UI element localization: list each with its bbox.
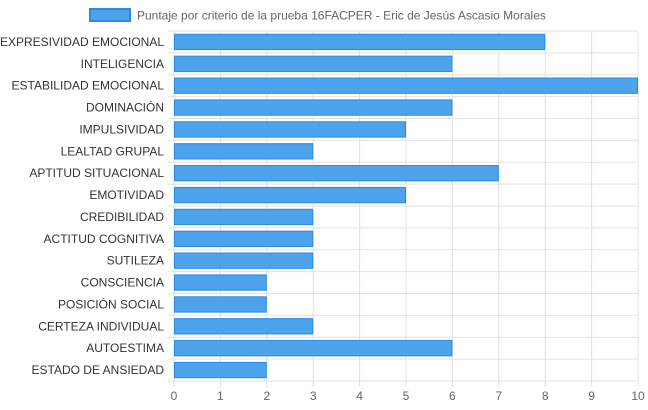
x-tick-label: 7 — [495, 389, 502, 403]
bar[interactable] — [174, 340, 453, 357]
x-tick-label: 5 — [403, 389, 410, 403]
category-label: SUTILEZA — [107, 254, 164, 268]
bar[interactable] — [174, 121, 406, 138]
bar[interactable] — [174, 165, 499, 182]
category-label: POSICIÓN SOCIAL — [58, 296, 164, 311]
bar[interactable] — [174, 318, 314, 335]
bar[interactable] — [174, 143, 314, 160]
bar[interactable] — [174, 99, 453, 116]
x-tick-label: 4 — [356, 389, 363, 403]
category-label: EMOTIVIDAD — [89, 188, 164, 202]
category-labels: EXPRESIVIDAD EMOCIONAL INTELIGENCIA ESTABI… — [0, 35, 164, 377]
category-label: CERTEZA INDIVIDUAL — [38, 319, 164, 333]
x-tick-labels: 0 1 2 3 4 5 6 7 8 9 10 — [171, 389, 645, 403]
category-label: INTELIGENCIA — [81, 57, 164, 71]
bar[interactable] — [174, 252, 314, 269]
category-label: AUTOESTIMA — [86, 341, 164, 355]
bar[interactable] — [174, 186, 406, 204]
bar[interactable] — [174, 208, 314, 226]
category-label: LEALTAD GRUPAL — [61, 144, 165, 158]
grid-lines — [168, 30, 639, 387]
x-tick-label: 9 — [588, 389, 595, 403]
bars — [174, 33, 638, 379]
category-label: EXPRESIVIDAD EMOCIONAL — [0, 35, 164, 49]
category-label: APTITUD SITUACIONAL — [29, 166, 164, 180]
x-tick-label: 3 — [310, 389, 317, 403]
bar[interactable] — [174, 77, 638, 94]
bar[interactable] — [174, 361, 267, 379]
x-tick-label: 1 — [217, 389, 224, 403]
category-label: DOMINACIÓN — [86, 100, 164, 115]
bar[interactable] — [174, 55, 453, 72]
category-label: ESTABILIDAD EMOCIONAL — [12, 79, 165, 93]
category-label: CREDIBILIDAD — [80, 210, 164, 224]
category-label: ACTITUD COGNITIVA — [44, 232, 164, 246]
x-tick-label: 8 — [542, 389, 549, 403]
legend[interactable]: Puntaje por criterio de la prueba 16FACP… — [89, 8, 546, 23]
legend-swatch[interactable] — [89, 8, 131, 22]
category-label: CONSCIENCIA — [81, 276, 164, 290]
category-label: IMPULSIVIDAD — [79, 122, 164, 136]
bar[interactable] — [174, 33, 546, 51]
bar[interactable] — [174, 230, 314, 247]
x-tick-label: 6 — [449, 389, 456, 403]
bar[interactable] — [174, 274, 267, 291]
x-tick-label: 0 — [171, 389, 178, 403]
bar[interactable] — [174, 296, 267, 313]
legend-label[interactable]: Puntaje por criterio de la prueba 16FACP… — [137, 9, 546, 23]
x-tick-label: 2 — [263, 389, 270, 403]
category-label: ESTADO DE ANSIEDAD — [32, 363, 165, 377]
x-tick-label: 10 — [631, 389, 645, 403]
